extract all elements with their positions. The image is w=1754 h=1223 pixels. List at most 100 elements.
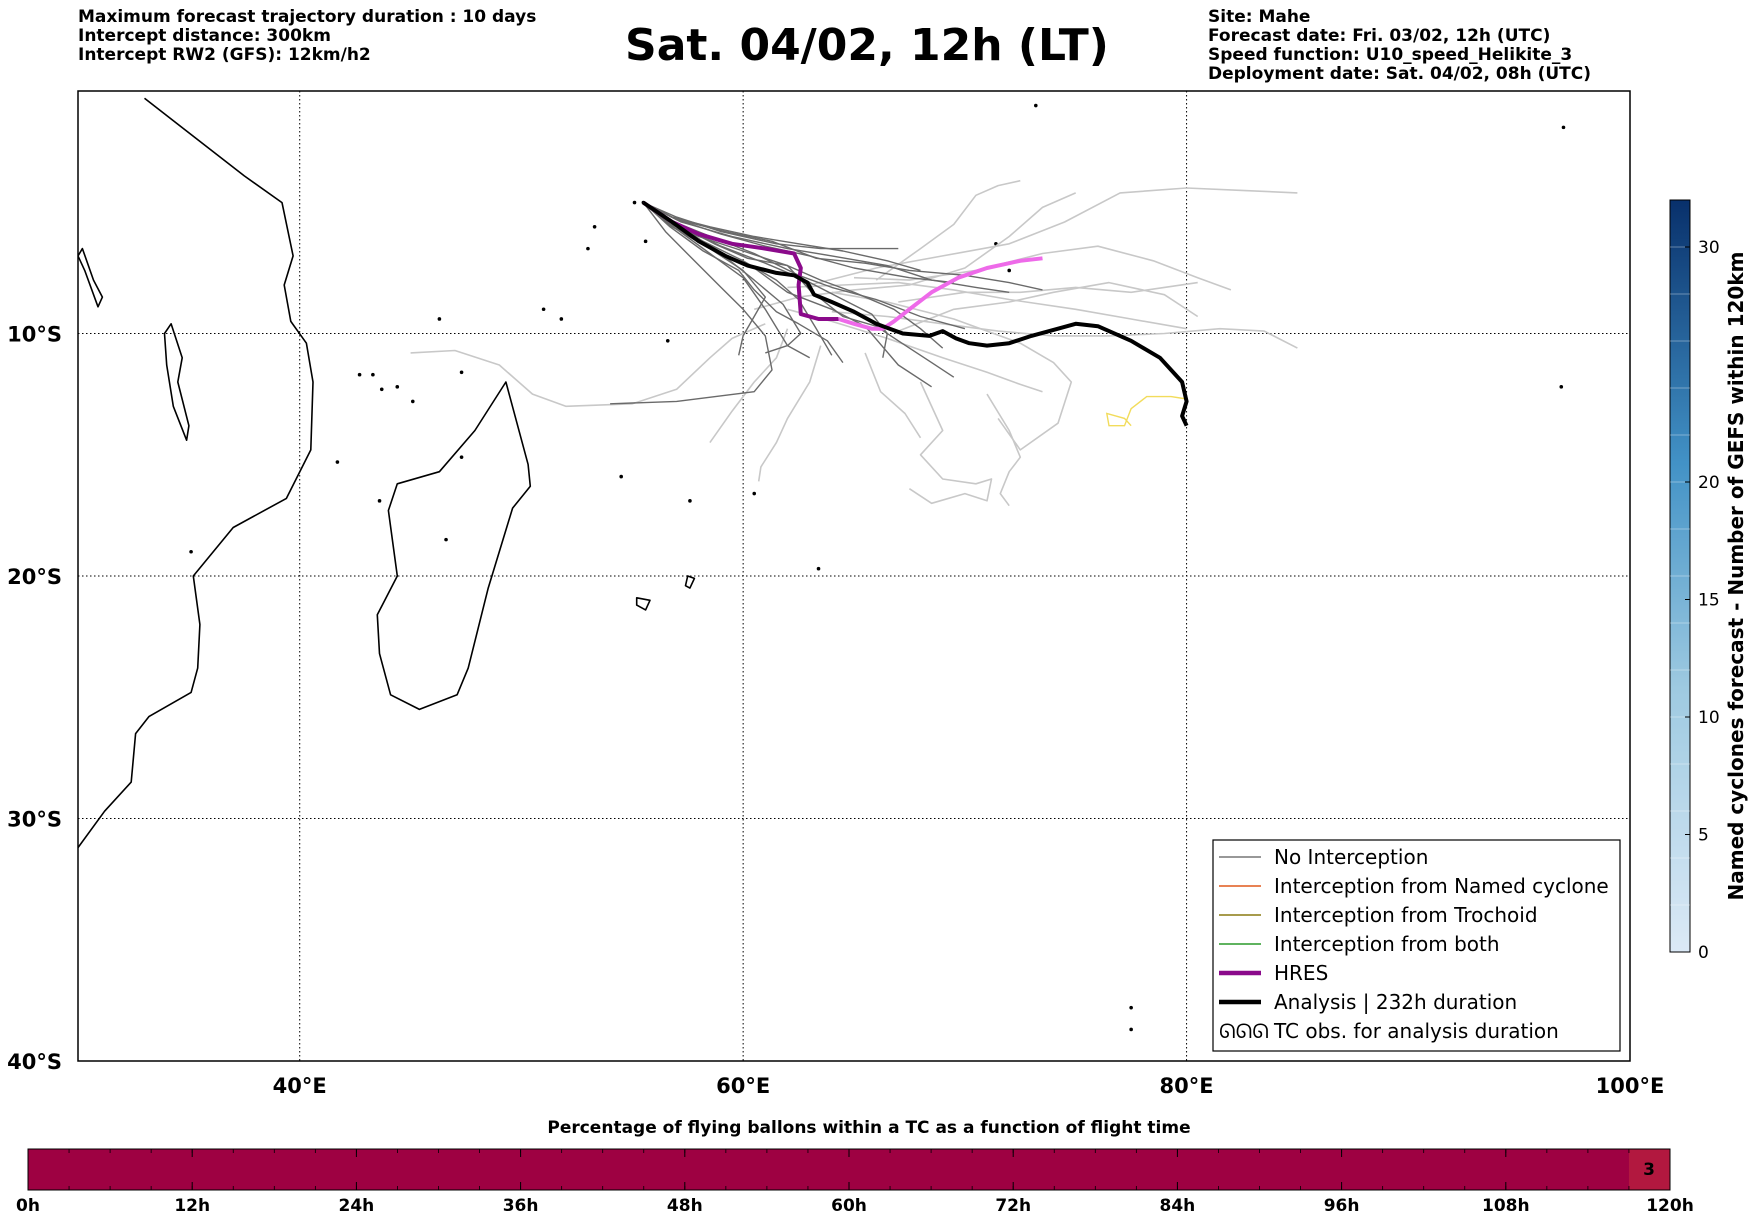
- map-axis-labels: 10°S 20°S 30°S 40°S 40°E 60°E 80°E 100°E: [7, 323, 1664, 1099]
- time-tick-label: 24h: [339, 1196, 375, 1216]
- ensemble-trajectory-light: [410, 323, 766, 408]
- legend-label: HRES: [1274, 961, 1328, 985]
- longitude-label: 60°E: [716, 1074, 770, 1098]
- legend-label: Interception from both: [1274, 932, 1500, 956]
- coastlines: [78, 97, 1566, 1032]
- ensemble-trajectory-light: [831, 310, 1298, 349]
- island-dot: [444, 537, 448, 542]
- legend-box: [1212, 839, 1621, 1052]
- tc-observation-track: [1105, 395, 1187, 427]
- island-dot: [437, 317, 442, 321]
- header-right-line-3: Speed function: U10_speed_Helikite_3: [1208, 45, 1573, 65]
- analysis-trajectory: [642, 200, 1189, 427]
- island-dot: [459, 455, 464, 459]
- island-dot: [395, 385, 400, 389]
- header-left-line-1: Maximum forecast trajectory duration : 1…: [78, 7, 537, 27]
- longitude-label: 100°E: [1596, 1074, 1665, 1098]
- flight-time-bar: Percentage of flying ballons within a TC…: [16, 1118, 1694, 1216]
- ensemble-trajectory-light: [986, 393, 1022, 507]
- island-dot: [459, 370, 464, 375]
- island-dot: [1034, 103, 1038, 108]
- time-tick-label: 72h: [995, 1196, 1031, 1216]
- latitude-label: 40°S: [7, 1050, 62, 1074]
- legend: No Interception Interception from Named c…: [1212, 839, 1621, 1052]
- colorbar-tick-label: 30: [1698, 238, 1720, 258]
- colorbar-label: Named cyclones forecast - Number of GEFS…: [1724, 252, 1748, 901]
- ensemble-trajectory-light: [898, 281, 1198, 303]
- flight-time-bar-title: Percentage of flying ballons within a TC…: [547, 1118, 1190, 1138]
- island-dot: [665, 338, 670, 343]
- ensemble-trajectory: [643, 201, 899, 250]
- colorbar-tick-label: 0: [1698, 943, 1709, 963]
- island-dot: [410, 399, 415, 404]
- trajectories: [410, 179, 1298, 507]
- ensemble-trajectory: [643, 201, 1010, 293]
- island-dot: [1561, 125, 1566, 130]
- ensemble-trajectory-light: [864, 352, 922, 439]
- hres-trajectory: [642, 200, 839, 321]
- island-dot: [816, 566, 821, 571]
- ensemble-trajectory-light: [908, 381, 993, 505]
- colorbar-gradient: [1669, 199, 1691, 953]
- island-dot: [357, 372, 362, 377]
- flight-time-bar-end-value: 3: [1643, 1160, 1655, 1180]
- time-tick-label: 60h: [831, 1196, 867, 1216]
- map-title: Sat. 04/02, 12h (LT): [625, 20, 1109, 71]
- ensemble-trajectory-light: [898, 281, 1199, 332]
- coastline-lake-tanganyika: [78, 247, 104, 308]
- island-dot: [1129, 1005, 1133, 1010]
- island-dot: [371, 372, 375, 377]
- map-frame: [77, 90, 1631, 1062]
- ensemble-trajectory: [642, 202, 844, 364]
- island-dot: [335, 460, 340, 464]
- time-tick-label: 84h: [1160, 1196, 1196, 1216]
- island-dot: [586, 246, 590, 251]
- graticule: [78, 91, 1630, 1061]
- header-left-line-2: Intercept distance: 300km: [78, 26, 331, 46]
- longitude-label: 40°E: [273, 1074, 327, 1098]
- colorbar-tick-label: 15: [1698, 591, 1720, 611]
- colorbar-tick-label: 20: [1698, 473, 1720, 493]
- coastline-lake-malawi: [163, 323, 190, 441]
- colorbar-tick-label: 5: [1698, 826, 1709, 846]
- legend-label: Interception from Trochoid: [1274, 903, 1538, 927]
- island-dot: [377, 499, 382, 503]
- coastline-madagascar: [376, 381, 532, 711]
- island-dot: [619, 474, 623, 479]
- island-dot: [632, 200, 637, 205]
- header-right-line-2: Forecast date: Fri. 03/02, 12h (UTC): [1208, 26, 1551, 46]
- longitude-label: 80°E: [1160, 1074, 1214, 1098]
- hres-trajectory-late: [837, 256, 1043, 331]
- island-dot: [643, 239, 648, 244]
- flight-time-bar-end-segment: [1628, 1149, 1670, 1190]
- time-tick-label: 36h: [503, 1196, 539, 1216]
- coastline-reunion: [635, 597, 651, 611]
- latitude-label: 20°S: [7, 565, 62, 589]
- time-tick-label: 12h: [174, 1196, 210, 1216]
- island-dot: [1559, 385, 1564, 389]
- time-tick-label: 48h: [667, 1196, 703, 1216]
- island-dot: [1129, 1027, 1133, 1032]
- tc-obs-symbol: ᘏᘏᘏ: [1219, 1019, 1269, 1043]
- ensemble-trajectory: [643, 201, 1043, 291]
- header-right-info: Site: Mahe Forecast date: Fri. 03/02, 12…: [1208, 8, 1591, 84]
- latitude-label: 30°S: [7, 808, 62, 832]
- ensemble-trajectory-light: [757, 345, 822, 482]
- legend-label: TC obs. for analysis duration: [1273, 1019, 1559, 1043]
- time-tick-label: 108h: [1482, 1196, 1530, 1216]
- ensemble-trajectory-light: [875, 179, 1021, 281]
- coastline-mauritius: [684, 575, 696, 589]
- colorbar-tick-label: 10: [1698, 708, 1720, 728]
- legend-label: Analysis | 232h duration: [1274, 990, 1517, 1014]
- island-dot: [688, 499, 692, 503]
- colorbar: Named cyclones forecast - Number of GEFS…: [1669, 199, 1748, 963]
- legend-label: Interception from Named cyclone: [1274, 874, 1609, 898]
- ensemble-trajectory-light: [787, 281, 1187, 330]
- island-dot: [1007, 268, 1011, 273]
- header-right-line-1: Site: Mahe: [1208, 7, 1311, 27]
- ensemble-trajectory: [610, 202, 773, 405]
- island-dot: [592, 225, 597, 229]
- latitude-label: 10°S: [7, 323, 62, 347]
- island-dot: [559, 317, 564, 321]
